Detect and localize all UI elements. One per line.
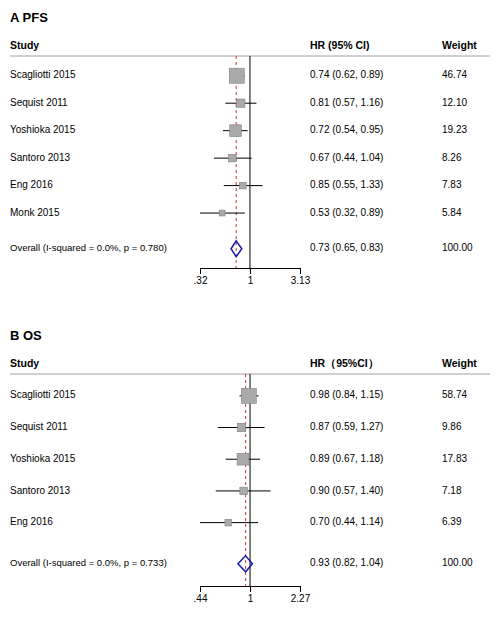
reference-line — [249, 56, 250, 268]
weight-label: 7.18 — [442, 485, 462, 496]
overall-hr-label: 0.73 (0.65, 0.83) — [310, 242, 383, 253]
weight-label: 58.74 — [442, 389, 467, 400]
weight-label: 5.84 — [442, 207, 462, 218]
row-texts: Scagliotti 2015 0.74 (0.62, 0.89) 46.74 Seq… — [10, 69, 473, 253]
overall-name: Overall (I-squared = 0.0%, p = 0.733) — [10, 557, 167, 568]
study-name: Eng 2016 — [10, 516, 53, 527]
tick: .44 — [194, 586, 208, 604]
study-box — [229, 154, 237, 162]
axis-line — [201, 269, 301, 275]
hr-label: 0.98 (0.84, 1.15) — [310, 389, 383, 400]
column-header: Study — [10, 39, 39, 51]
study-box — [237, 99, 245, 107]
tick: 3.13 — [291, 268, 311, 286]
title: A PFS — [10, 10, 48, 25]
x-axis: .44 1 2.27 — [194, 586, 311, 604]
study-name: Scagliotti 2015 — [10, 69, 76, 80]
tick: .32 — [194, 268, 208, 286]
study-name: Santoro 2013 — [10, 152, 70, 163]
study-box — [237, 453, 249, 465]
overall-weight-label: 100.00 — [442, 557, 473, 568]
hr-label: 0.70 (0.44, 1.14) — [310, 516, 383, 527]
tick: 1 — [248, 268, 254, 286]
panel: A PFS Study HR (95% CI) Weight .32 1 3.13 Scagl… — [10, 10, 490, 286]
overall-line — [245, 374, 246, 586]
tick: 1 — [248, 586, 254, 604]
plot-area — [200, 374, 271, 586]
weight-label: 6.39 — [442, 516, 462, 527]
axis-line — [201, 587, 301, 593]
hr-label: 0.74 (0.62, 0.89) — [310, 69, 383, 80]
tick-mark — [200, 268, 201, 274]
study-box — [240, 182, 247, 189]
overall-name: Overall (I-squared = 0.0%, p = 0.780) — [10, 242, 167, 253]
study-name: Eng 2016 — [10, 179, 53, 190]
study-name: Santoro 2013 — [10, 485, 70, 496]
overall-diamond — [238, 556, 252, 572]
study-box — [237, 423, 245, 431]
study-box — [225, 519, 232, 526]
row-texts: Scagliotti 2015 0.98 (0.84, 1.15) 58.74 Seq… — [10, 389, 473, 568]
study-box — [230, 125, 242, 137]
study-box — [241, 388, 256, 403]
tick-label: 1 — [248, 275, 254, 286]
column-header: Weight — [442, 39, 477, 51]
tick-label: 2.27 — [291, 593, 311, 604]
column-header: Weight — [442, 357, 477, 369]
reference-line — [250, 374, 251, 586]
study-name: Yoshioka 2015 — [10, 453, 76, 464]
weight-label: 12.10 — [442, 97, 467, 108]
tick-mark — [200, 586, 201, 592]
weight-label: 8.26 — [442, 152, 462, 163]
study-name: Yoshioka 2015 — [10, 124, 76, 135]
tick-label: .44 — [194, 593, 208, 604]
hr-label: 0.87 (0.59, 1.27) — [310, 421, 383, 432]
hr-label: 0.53 (0.32, 0.89) — [310, 207, 383, 218]
hr-label: 0.85 (0.55, 1.33) — [310, 179, 383, 190]
hr-label: 0.67 (0.44, 1.04) — [310, 152, 383, 163]
study-name: Sequist 2011 — [10, 97, 68, 108]
x-axis: .32 1 3.13 — [194, 268, 311, 286]
weight-label: 7.83 — [442, 179, 462, 190]
overall-weight-label: 100.00 — [442, 242, 473, 253]
hr-label: 0.72 (0.54, 0.95) — [310, 124, 383, 135]
study-box — [219, 210, 225, 216]
weight-label: 17.83 — [442, 453, 467, 464]
panel: B OS Study HR（95%CI） Weight .44 1 2.27 Scagliot… — [10, 328, 490, 604]
study-name: Scagliotti 2015 — [10, 389, 76, 400]
plot-area — [200, 56, 262, 268]
tick-label: 3.13 — [291, 275, 311, 286]
hr-label: 0.89 (0.67, 1.18) — [310, 453, 383, 464]
overall-diamond — [231, 241, 242, 257]
hr-label: 0.90 (0.57, 1.40) — [310, 485, 383, 496]
tick: 2.27 — [291, 586, 311, 604]
tick-mark — [250, 586, 251, 592]
chart: A PFS Study HR (95% CI) Weight .32 1 3.13 Scagl… — [0, 0, 500, 636]
tick-label: .32 — [194, 275, 208, 286]
tick-mark — [300, 268, 301, 274]
tick-label: 1 — [248, 593, 254, 604]
weight-label: 19.23 — [442, 124, 467, 135]
study-box — [229, 68, 244, 83]
title: B OS — [10, 328, 42, 343]
overall-hr-label: 0.93 (0.82, 1.04) — [310, 557, 383, 568]
column-header: Study — [10, 357, 39, 369]
tick-mark — [250, 268, 251, 274]
column-header: HR（95%CI） — [310, 357, 379, 370]
tick-mark — [300, 586, 301, 592]
weight-label: 46.74 — [442, 69, 467, 80]
study-name: Monk 2015 — [10, 207, 60, 218]
study-name: Sequist 2011 — [10, 421, 68, 432]
column-header: HR (95% CI) — [310, 39, 370, 51]
weight-label: 9.86 — [442, 421, 462, 432]
hr-label: 0.81 (0.57, 1.16) — [310, 97, 383, 108]
study-box — [240, 487, 248, 495]
